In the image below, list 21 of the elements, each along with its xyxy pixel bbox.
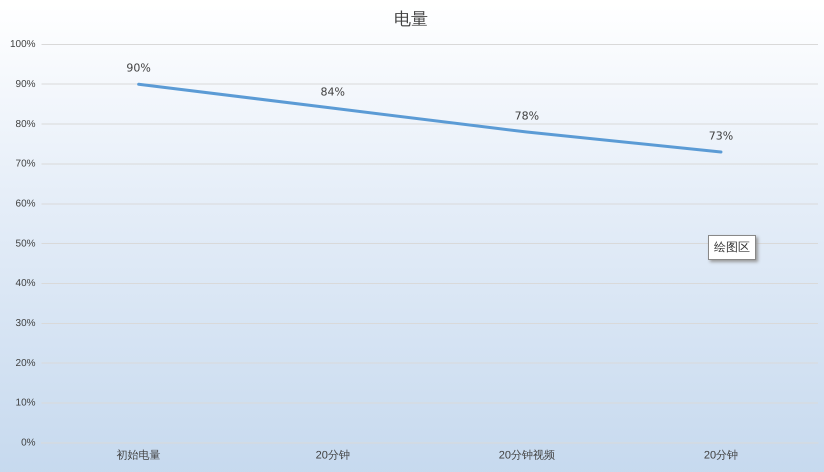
y-tick-label: 50%: [16, 238, 36, 250]
y-tick-label: 90%: [16, 78, 36, 90]
y-tick-label: 70%: [16, 158, 36, 170]
y-tick-label: 100%: [10, 39, 36, 50]
x-tick-label: 20分钟视频: [498, 448, 555, 462]
data-label: 73%: [708, 129, 734, 142]
y-tick-label: 30%: [16, 318, 36, 330]
x-tick-label: 20分钟: [316, 449, 350, 462]
x-tick-label: 20分钟: [704, 449, 738, 462]
y-tick-label: 20%: [16, 358, 36, 369]
y-tick-label: 40%: [16, 278, 36, 290]
data-label: 84%: [320, 86, 345, 99]
data-label: 90%: [126, 62, 151, 75]
y-tick-label: 80%: [16, 118, 36, 130]
y-tick-label: 60%: [16, 198, 36, 210]
y-tick-label: 10%: [16, 398, 36, 409]
x-tick-label: 初始电量: [116, 448, 161, 462]
annotation: 绘图区: [708, 235, 756, 260]
y-tick-label: 0%: [21, 438, 36, 449]
data-label: 78%: [514, 109, 540, 122]
chart-title: 电量: [394, 10, 428, 30]
